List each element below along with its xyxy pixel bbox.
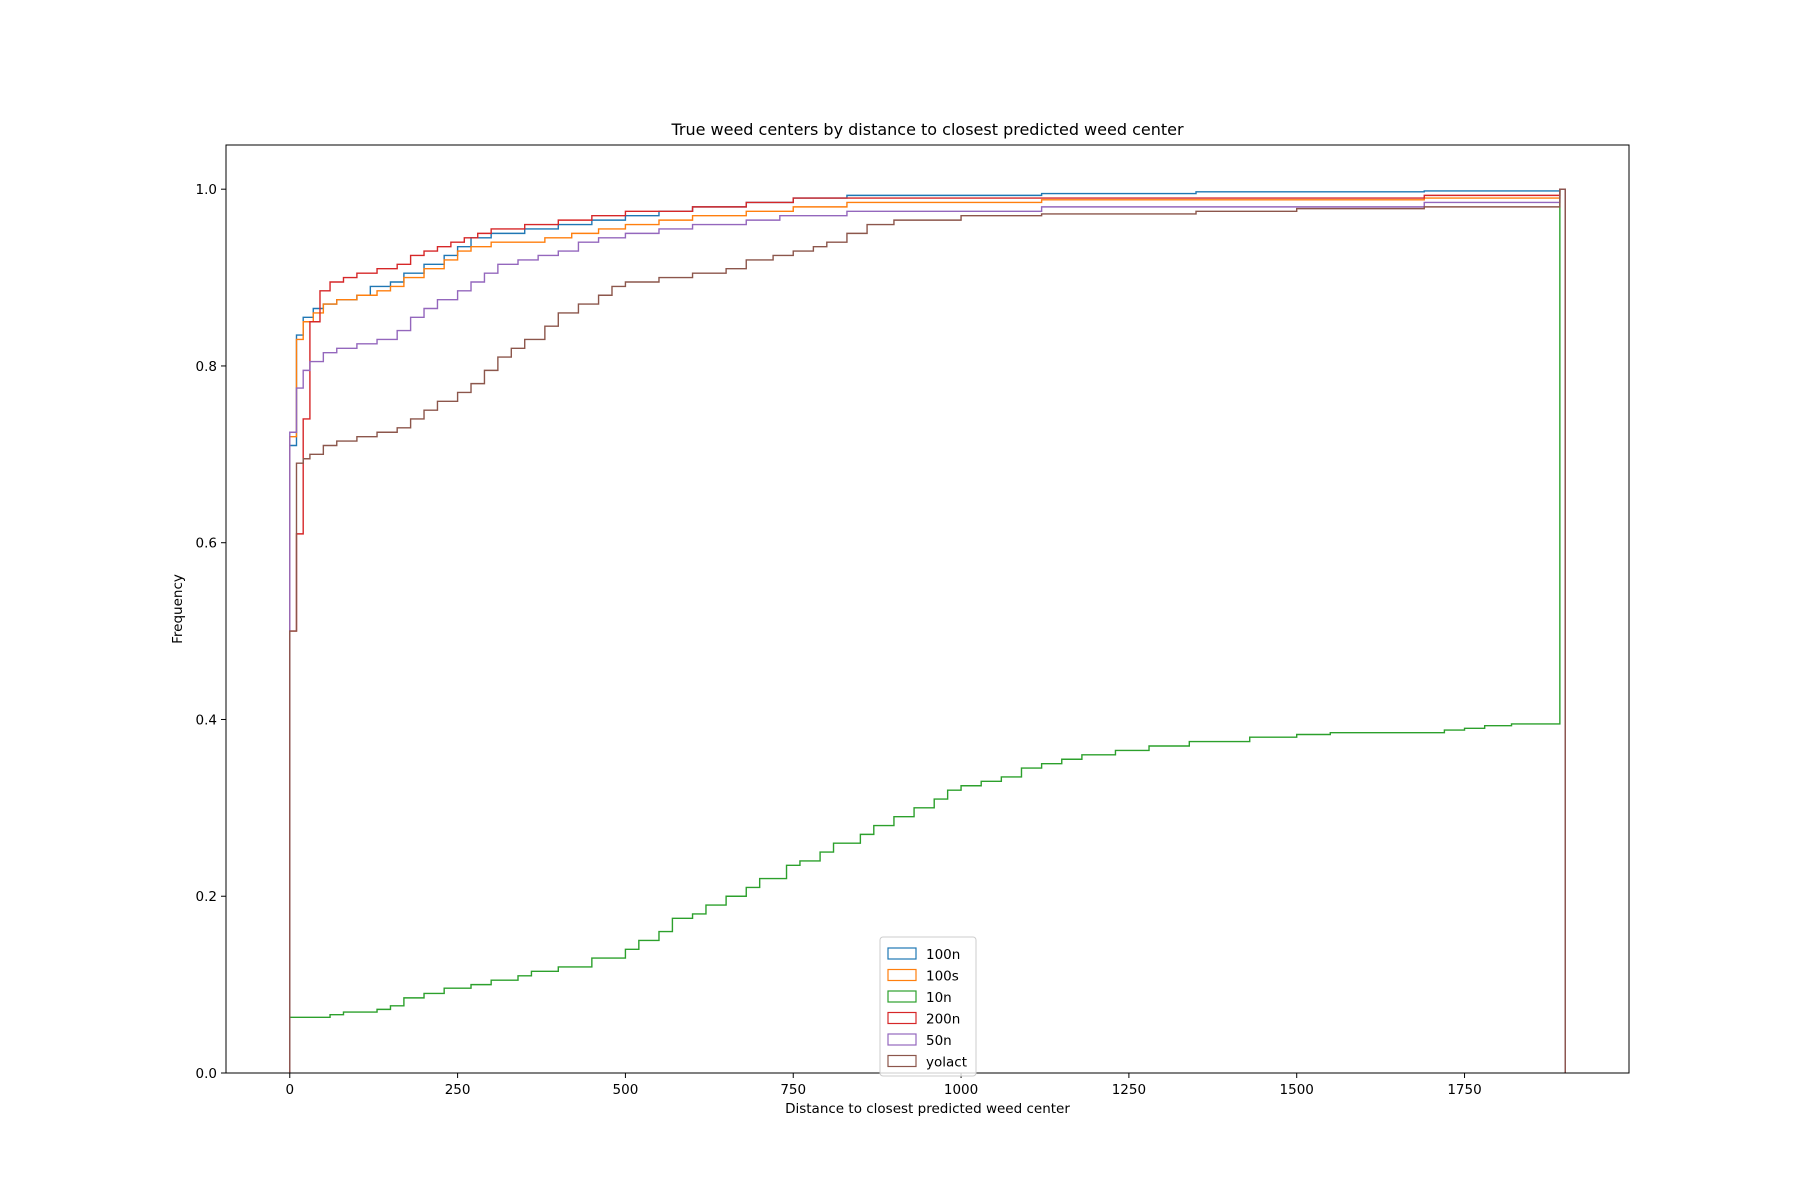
legend-swatch-100n: [887, 947, 917, 960]
legend-swatch-10n: [887, 990, 917, 1003]
legend-box: [879, 936, 977, 1077]
y-tick-label: 1.0: [196, 182, 217, 198]
x-tick-label: 750: [780, 1082, 806, 1098]
x-axis-label: Distance to closest predicted weed cente…: [785, 1101, 1070, 1117]
plot-frame: [225, 144, 1630, 1074]
x-axis: 0 250 500 750 1000 1250 1500 1750: [285, 1073, 1482, 1098]
legend-label-100s: 100s: [926, 969, 959, 985]
legend-label-yolact: yolact: [926, 1055, 967, 1071]
y-tick-label: 0.6: [196, 536, 217, 552]
y-axis: 0.0 0.2 0.4 0.6 0.8 1.0: [196, 182, 226, 1082]
series-layer: [289, 188, 1566, 1073]
legend-label-200n: 200n: [926, 1012, 960, 1028]
legend-label-10n: 10n: [926, 990, 952, 1006]
x-tick-label: 1750: [1447, 1082, 1481, 1098]
y-tick-label: 0.8: [196, 359, 217, 375]
legend-swatch-yolact: [887, 1054, 917, 1068]
chart-title: True weed centers by distance to closest…: [670, 120, 1184, 139]
x-tick-label: 1250: [1112, 1082, 1146, 1098]
x-tick-label: 250: [445, 1082, 471, 1098]
x-tick-label: 0: [285, 1082, 294, 1098]
x-tick-label: 1500: [1280, 1082, 1314, 1098]
series-line-yolact: [289, 188, 1566, 1073]
series-line-100s: [289, 188, 1566, 1073]
y-tick-label: 0.2: [196, 889, 217, 905]
series-line-50n: [289, 188, 1566, 1073]
y-axis-label: Frequency: [170, 574, 186, 644]
x-tick-label: 500: [613, 1082, 639, 1098]
series-line-10n: [289, 188, 1566, 1073]
y-tick-label: 0.0: [196, 1066, 217, 1082]
legend: 100n 100s 10n 200n 50n yolact: [879, 936, 977, 1077]
legend-swatch-100s: [887, 968, 917, 982]
legend-swatch-50n: [887, 1033, 917, 1046]
x-tick-label: 1000: [944, 1082, 978, 1098]
y-tick-label: 0.4: [196, 712, 217, 728]
legend-label-50n: 50n: [926, 1033, 952, 1049]
legend-swatch-200n: [887, 1011, 917, 1025]
legend-label-100n: 100n: [926, 947, 960, 963]
series-line-200n: [289, 188, 1566, 1073]
